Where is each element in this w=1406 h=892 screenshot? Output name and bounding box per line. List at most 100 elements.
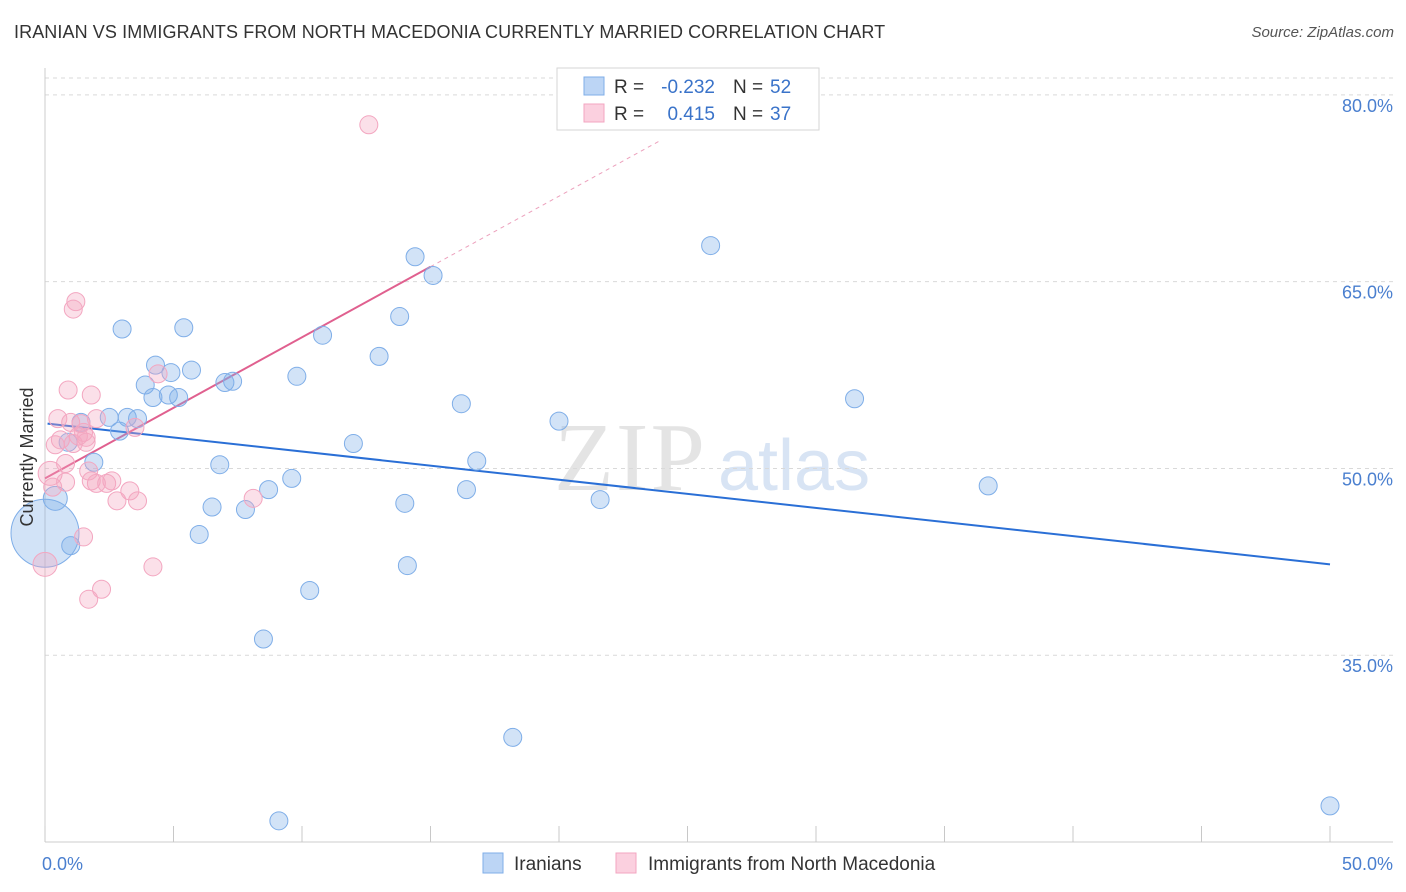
iranians-point-40 xyxy=(456,480,476,500)
iranians-point-43 xyxy=(549,411,569,431)
macedonia-point-33 xyxy=(148,364,168,384)
iranians-point-45 xyxy=(701,236,721,256)
macedonia-point-10 xyxy=(63,299,83,319)
chart-title: IRANIAN VS IMMIGRANTS FROM NORTH MACEDON… xyxy=(14,22,886,42)
iranians-point-41 xyxy=(467,451,487,471)
iranians-point-46 xyxy=(845,389,865,409)
iranians-point-21 xyxy=(210,455,230,475)
macedonia-point-4 xyxy=(48,409,68,429)
watermark-zip: ZIP xyxy=(554,404,707,512)
iranians-point-37 xyxy=(405,247,425,267)
iranians-point-18 xyxy=(181,360,201,380)
y-tick-label-65: 65.0% xyxy=(1342,283,1393,303)
macedonia-point-23 xyxy=(86,473,106,493)
iranians-point-22 xyxy=(215,373,235,393)
iranians-point-33 xyxy=(369,346,389,366)
iranians-point-28 xyxy=(282,468,302,488)
legend-r-label-iranians: R = xyxy=(614,77,644,98)
iranians-point-29 xyxy=(287,366,307,386)
data-points xyxy=(10,115,1340,831)
bottom-legend-label-iranians: Iranians xyxy=(514,854,582,875)
macedonia-point-16 xyxy=(76,427,96,447)
legend-swatch-macedonia xyxy=(583,103,605,123)
y-axis-title: Currently Married xyxy=(17,387,37,526)
macedonia-point-25 xyxy=(92,579,112,599)
macedonia-point-0 xyxy=(32,551,58,577)
macedonia-trend-line xyxy=(44,265,431,480)
legend-r-value-macedonia: 0.415 xyxy=(667,104,715,125)
macedonia-point-34 xyxy=(243,488,263,508)
iranians-point-16 xyxy=(169,387,189,407)
source-credit: Source: ZipAtlas.com xyxy=(1251,24,1394,41)
macedonia-point-7 xyxy=(56,472,76,492)
macedonia-point-32 xyxy=(143,557,163,577)
legend-n-value-macedonia: 37 xyxy=(770,104,791,125)
iranians-point-12 xyxy=(143,387,163,407)
bottom-legend: Iranians Immigrants from North Macedonia xyxy=(482,852,936,875)
iranians-point-44 xyxy=(590,490,610,510)
iranians-point-48 xyxy=(1320,796,1340,816)
iranians-point-27 xyxy=(269,811,289,831)
bottom-legend-swatch-macedonia xyxy=(615,852,637,874)
iranians-point-9 xyxy=(117,407,137,427)
macedonia-point-26 xyxy=(97,473,117,493)
y-tick-label-80: 80.0% xyxy=(1342,96,1393,116)
y-tick-label-50: 50.0% xyxy=(1342,469,1393,489)
iranians-point-35 xyxy=(395,493,415,513)
macedonia-point-8 xyxy=(58,380,78,400)
legend-n-value-iranians: 52 xyxy=(770,77,791,98)
legend-r-value-iranians: -0.232 xyxy=(661,77,715,98)
macedonia-point-19 xyxy=(74,527,94,547)
iranians-point-24 xyxy=(235,500,255,520)
iranians-point-17 xyxy=(174,318,194,338)
iranians-point-25 xyxy=(253,629,273,649)
legend: R = -0.232 N = 52 R = 0.415 N = 37 xyxy=(556,67,820,131)
macedonia-point-22 xyxy=(79,589,99,609)
iranians-point-31 xyxy=(313,325,333,345)
macedonia-trend-extension xyxy=(430,139,663,268)
iranians-point-36 xyxy=(397,556,417,576)
iranians-point-1 xyxy=(42,485,68,511)
iranians-point-8 xyxy=(112,319,132,339)
bottom-legend-label-macedonia: Immigrants from North Macedonia xyxy=(648,854,936,875)
macedonia-point-20 xyxy=(81,385,101,405)
iranians-point-32 xyxy=(343,434,363,454)
macedonia-point-27 xyxy=(102,471,122,491)
macedonia-point-5 xyxy=(50,430,70,450)
x-tick-label-50: 50.0% xyxy=(1342,854,1393,874)
x-tick-label-0: 0.0% xyxy=(42,854,83,874)
legend-r-label-macedonia: R = xyxy=(614,104,644,125)
iranians-point-39 xyxy=(451,394,471,414)
axes xyxy=(44,68,1393,843)
macedonia-point-2 xyxy=(43,477,63,497)
iranians-point-5 xyxy=(84,452,104,472)
macedonia-point-17 xyxy=(76,432,96,452)
iranians-point-19 xyxy=(189,524,209,544)
macedonia-point-24 xyxy=(86,409,106,429)
legend-swatch-iranians xyxy=(583,76,605,96)
iranians-point-30 xyxy=(300,580,320,600)
legend-n-label-macedonia: N = xyxy=(733,104,763,125)
trend-lines xyxy=(44,139,1331,566)
iranians-point-23 xyxy=(223,371,243,391)
macedonia-point-21 xyxy=(81,471,101,491)
legend-n-label-iranians: N = xyxy=(733,77,763,98)
y-tick-label-35: 35.0% xyxy=(1342,656,1393,676)
iranians-point-20 xyxy=(202,497,222,517)
macedonia-point-13 xyxy=(68,426,88,446)
macedonia-point-31 xyxy=(128,491,148,511)
macedonia-point-35 xyxy=(359,115,379,135)
iranians-point-0 xyxy=(10,498,80,568)
bottom-legend-swatch-iranians xyxy=(482,852,504,874)
macedonia-point-28 xyxy=(107,491,127,511)
iranians-point-47 xyxy=(978,476,998,496)
watermark-atlas: atlas xyxy=(718,426,870,506)
iranians-trend-line xyxy=(47,422,1331,566)
macedonia-point-6 xyxy=(56,453,76,473)
iranians-point-26 xyxy=(259,480,279,500)
iranians-point-34 xyxy=(390,307,410,327)
iranians-point-42 xyxy=(503,727,523,747)
macedonia-point-30 xyxy=(125,417,145,437)
iranians-point-38 xyxy=(423,265,443,285)
